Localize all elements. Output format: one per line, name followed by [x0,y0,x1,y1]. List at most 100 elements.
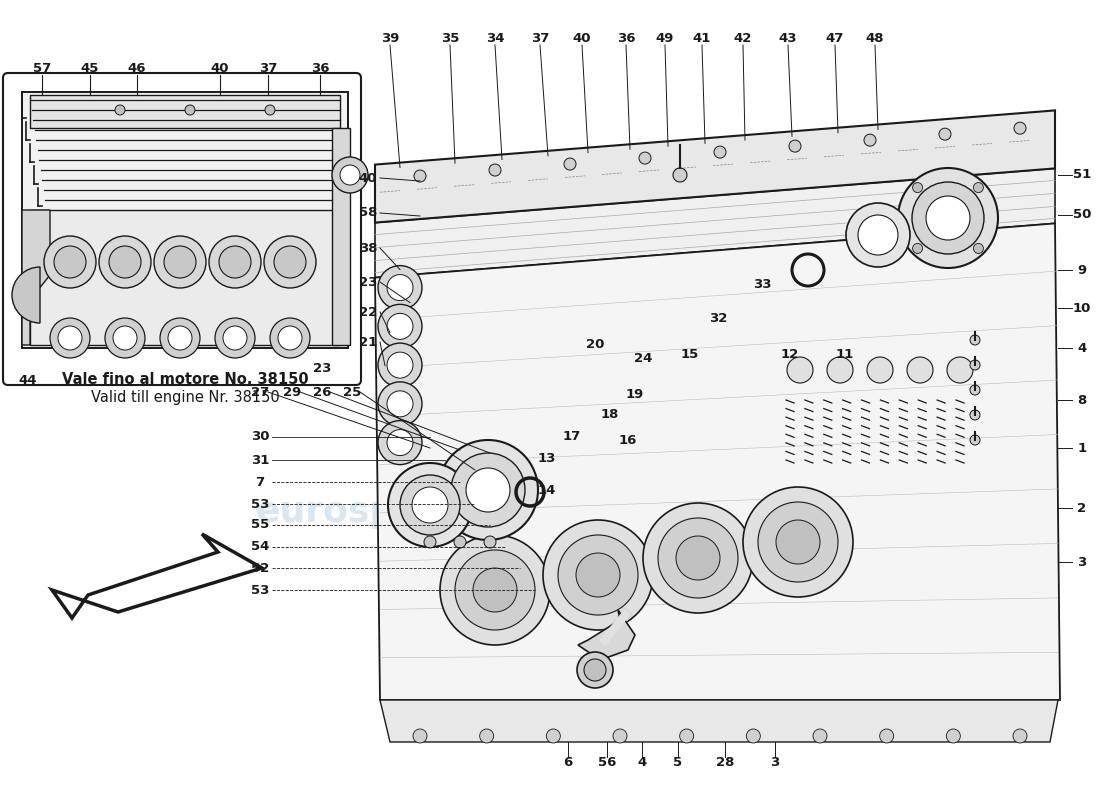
Text: 52: 52 [251,562,270,574]
Text: 25: 25 [343,386,361,398]
Text: 35: 35 [441,31,459,45]
Text: 50: 50 [1072,209,1091,222]
Text: 29: 29 [283,386,301,398]
Circle shape [490,164,500,176]
Circle shape [378,266,422,310]
Circle shape [880,729,893,743]
Circle shape [970,335,980,345]
Circle shape [867,357,893,383]
FancyBboxPatch shape [3,73,361,385]
Wedge shape [12,267,40,323]
Text: 57: 57 [33,62,51,74]
Circle shape [214,318,255,358]
Circle shape [387,352,412,378]
Text: 40: 40 [573,31,592,45]
Circle shape [412,729,427,743]
Text: 18: 18 [601,409,619,422]
Circle shape [898,168,998,268]
Text: 36: 36 [617,31,636,45]
Circle shape [913,243,923,254]
Text: 54: 54 [251,541,270,554]
Circle shape [480,729,494,743]
Circle shape [543,520,653,630]
Polygon shape [22,210,50,345]
Circle shape [864,134,876,146]
Circle shape [558,535,638,615]
Text: 53: 53 [251,498,270,510]
Text: 24: 24 [634,351,652,365]
Circle shape [947,357,974,383]
Circle shape [451,453,525,527]
Polygon shape [375,110,1055,222]
Text: 4: 4 [637,755,647,769]
Text: eurospares: eurospares [624,623,816,653]
Text: 46: 46 [128,62,146,74]
Circle shape [680,729,694,743]
Polygon shape [30,210,340,345]
Text: 39: 39 [381,31,399,45]
Circle shape [974,243,983,254]
Circle shape [154,236,206,288]
Circle shape [50,318,90,358]
Text: 14: 14 [538,483,557,497]
Circle shape [758,502,838,582]
Text: 26: 26 [312,386,331,398]
Circle shape [1014,122,1026,134]
Text: Valid till engine Nr. 38150: Valid till engine Nr. 38150 [90,390,279,405]
Text: 36: 36 [310,62,329,74]
Circle shape [576,553,620,597]
Circle shape [412,487,448,523]
Text: 37: 37 [531,31,549,45]
Text: 12: 12 [781,349,799,362]
Text: 8: 8 [1077,394,1087,406]
Text: eurospares: eurospares [255,495,484,529]
Circle shape [786,357,813,383]
Polygon shape [375,168,1055,278]
Text: 3: 3 [770,755,780,769]
Circle shape [265,105,275,115]
Circle shape [160,318,200,358]
Text: 33: 33 [752,278,771,291]
Circle shape [164,246,196,278]
Circle shape [970,360,980,370]
Circle shape [387,274,412,301]
Text: 10: 10 [1072,302,1091,314]
Text: 42: 42 [734,31,752,45]
Circle shape [564,158,576,170]
Circle shape [278,326,303,350]
Circle shape [846,203,910,267]
Text: 9: 9 [1077,263,1087,277]
Text: 58: 58 [359,206,377,219]
Text: 23: 23 [359,275,377,289]
Circle shape [424,536,436,548]
Text: 21: 21 [359,335,377,349]
Text: 15: 15 [681,349,700,362]
Circle shape [455,550,535,630]
Circle shape [908,357,933,383]
Circle shape [99,236,151,288]
Circle shape [970,410,980,420]
Circle shape [454,536,466,548]
Circle shape [1013,729,1027,743]
Text: 28: 28 [716,755,734,769]
Text: 40: 40 [359,171,377,185]
Circle shape [400,475,460,535]
Text: 37: 37 [258,62,277,74]
Text: 31: 31 [251,454,270,466]
Circle shape [387,391,412,417]
Text: 43: 43 [779,31,798,45]
Text: 27: 27 [251,386,270,398]
Circle shape [970,435,980,445]
Text: 17: 17 [563,430,581,443]
Text: 16: 16 [619,434,637,446]
Circle shape [970,385,980,395]
Text: 30: 30 [251,430,270,443]
Text: 20: 20 [586,338,604,351]
Circle shape [414,170,426,182]
Circle shape [658,518,738,598]
Polygon shape [578,610,635,660]
Text: 19: 19 [626,389,645,402]
Circle shape [340,165,360,185]
Text: 56: 56 [597,755,616,769]
Circle shape [270,318,310,358]
